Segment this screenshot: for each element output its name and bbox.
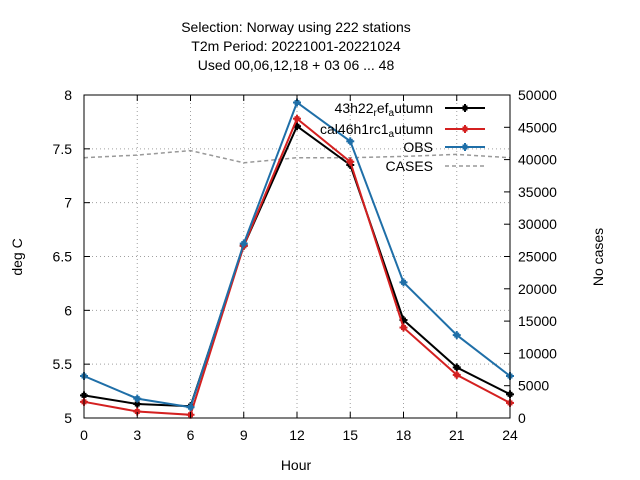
y2-tick-label: 10000 [518,345,557,361]
y2-tick-label: 45000 [518,119,557,135]
legend-label-part: 43h22 [335,100,374,116]
y2-axis-label: No cases [590,228,606,286]
y-tick-label: 5 [64,410,72,426]
legend-label-part: utumn [394,100,433,116]
y-tick-label: 6.5 [53,249,73,265]
y-tick-label: 7 [64,195,72,211]
grid [84,95,510,418]
x-tick-label: 0 [80,427,88,443]
data-point-2-5 [346,137,355,146]
x-axis-label: Hour [281,457,312,473]
y2-tick-label: 15000 [518,313,557,329]
y2-tick-label: 0 [518,410,526,426]
y-tick-label: 5.5 [53,356,73,372]
data-point-1-6 [399,323,408,332]
title-line-3: Used 00,06,12,18 + 03 06 ... 48 [198,57,395,73]
y2-tick-label: 35000 [518,184,557,200]
legend-marker-2 [461,143,469,151]
y-tick-label: 7.5 [53,141,73,157]
legend-label-part: r [373,108,377,119]
legend-label-1: cal46h1rc1autumn [320,121,433,140]
x-tick-label: 9 [240,427,248,443]
series-line-3 [83,149,511,164]
y-axis-label: deg C [9,238,25,275]
legend-label-3: CASES [386,158,433,174]
y2-tick-label: 20000 [518,281,557,297]
y-tick-label: 6 [64,302,72,318]
legend-label-part: a [389,129,395,140]
title-line-1: Selection: Norway using 222 stations [181,19,411,35]
y2-tick-label: 25000 [518,249,557,265]
data-point-2-6 [399,278,408,287]
legend-label-part: cal46h1rc1 [320,121,389,137]
legend-label-part: ef [377,100,389,116]
legend-marker-0 [461,104,469,112]
ticks: 0 3 6 9 12 15 18 21 24 5 5.5 6 6.5 7 7.5 8 0 5000 10000 150… [53,87,558,443]
x-tick-label: 18 [396,427,412,443]
y2-tick-label: 40000 [518,152,557,168]
data-point-0-7 [452,363,461,372]
series-line-2 [83,100,511,409]
x-tick-label: 12 [289,427,305,443]
x-tick-label: 6 [187,427,195,443]
legend-label-0: 43h22refautumn [335,100,433,119]
data-point-2-3 [239,239,248,248]
y-tick-label: 8 [64,87,72,103]
title-line-2: T2m Period: 20221001-20221024 [191,38,401,54]
legend-label-part: a [389,108,395,119]
y2-tick-label: 50000 [518,87,557,103]
x-tick-label: 15 [342,427,358,443]
legend-marker-1 [461,125,469,133]
legend-label-part: utumn [394,121,433,137]
data-point-2-2 [186,403,195,412]
data-point-1-4 [293,114,301,123]
data-point-1-5 [346,157,355,166]
x-tick-label: 3 [133,427,141,443]
data-point-2-7 [452,331,461,340]
data-point-2-1 [133,394,142,403]
legend-label-2: OBS [403,139,433,155]
y2-tick-label: 30000 [518,216,557,232]
y2-tick-label: 5000 [518,378,549,394]
chart-title: Selection: Norway using 222 stations T2m… [181,19,411,73]
x-tick-label: 21 [449,427,465,443]
data-point-1-7 [452,370,461,379]
x-tick-label: 24 [502,427,518,443]
